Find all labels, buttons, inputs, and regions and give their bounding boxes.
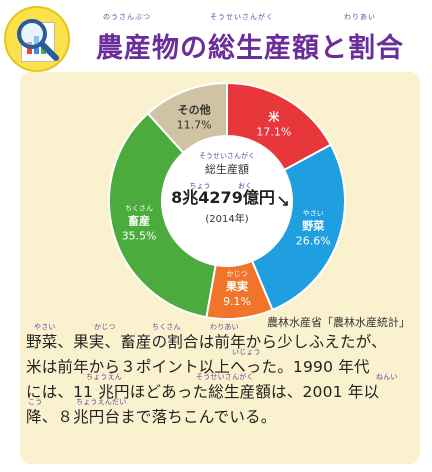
center-value-furigana-chou: ちょう — [190, 182, 211, 190]
center-total-value: 8兆4279億円 — [171, 188, 275, 207]
body-line-1: やさい かじつ ちくさん わりあい 野菜、果実、畜産の割合は前年から少しふえたが… — [26, 324, 424, 355]
header: のうさんぶつ そうせいさんがく わりあい 農産物の総生産額と割合 — [0, 0, 432, 72]
body-furigana-kou: こう — [28, 398, 43, 406]
slice-value-1: 26.6% — [296, 234, 331, 247]
body-paragraph: やさい かじつ ちくさん わりあい 野菜、果実、畜産の割合は前年から少しふえたが… — [26, 324, 424, 430]
slice-name-3: 畜産 — [128, 213, 150, 227]
slice-furigana-2: かじつ — [227, 270, 248, 278]
body-text-line-4: 降、８兆円台まで落ちこんでいる。 — [26, 408, 277, 426]
body-line-4: こう ちょうえんだい 降、８兆円台まで落ちこんでいる。 — [26, 399, 424, 430]
arrow-down-right-icon — [278, 196, 288, 206]
body-furigana-chouendai: ちょうえんだい — [76, 398, 127, 406]
magnifier-icon — [17, 19, 59, 61]
body-furigana-nen-i: ねんい — [376, 373, 398, 381]
center-year: (2014年) — [205, 212, 248, 225]
magnifier-chart-icon — [4, 6, 70, 72]
slice-furigana-1: やさい — [303, 209, 324, 217]
body-furigana-chouen: ちょうえん — [86, 373, 122, 381]
pie-slice-4 — [146, 81, 228, 155]
slice-name-1: 野菜 — [302, 218, 325, 232]
source-note: 農林水産省「農林水産統計」 — [267, 316, 410, 329]
slice-name-2: 果実 — [225, 279, 248, 293]
center-title: 総生産額 — [205, 162, 249, 176]
body-text-line-2: 米は前年から３ポイント以上へった。1990 年代 — [26, 358, 370, 376]
center-title-furigana: そうせいさんがく — [199, 151, 255, 160]
donut-hole — [162, 136, 292, 266]
body-furigana-kajitsu: かじつ — [94, 323, 116, 331]
slice-value-4: 11.7% — [177, 119, 212, 132]
body-text-line-3: には、11 兆円ほどあった総生産額は、2001 年以 — [26, 383, 380, 401]
slice-value-3: 35.5% — [122, 229, 157, 242]
slice-value-2: 9.1% — [223, 295, 251, 308]
body-line-3: ちょうえん そうせいさんがく ねんい には、11 兆円ほどあった総生産額は、20… — [26, 374, 424, 405]
slice-name-0: 米 — [267, 109, 280, 123]
slice-name-4: その他 — [178, 103, 211, 117]
body-text-line-1: 野菜、果実、畜産の割合は前年から少しふえたが、 — [26, 333, 387, 351]
body-line-2: いじょう 米は前年から３ポイント以上へった。1990 年代 — [26, 349, 424, 380]
title-furigana-wariai: わりあい — [344, 13, 376, 21]
slice-value-0: 17.1% — [256, 125, 291, 138]
body-furigana-wariai: わりあい — [210, 323, 239, 331]
center-value-furigana-oku: おく — [238, 182, 252, 190]
slice-furigana-3: ちくさん — [125, 204, 153, 212]
body-furigana-chikusan: ちくさん — [152, 323, 181, 331]
page-title: 農産物の総生産額と割合 — [96, 33, 404, 64]
title-furigana-souseisangaku: そうせいさんがく — [210, 13, 274, 21]
body-furigana-souseisangaku: そうせいさんがく — [196, 373, 254, 381]
body-furigana-yasai: やさい — [34, 323, 56, 331]
body-furigana-ijou: いじょう — [232, 348, 261, 356]
title-furigana-nousanbutsu: のうさんぶつ — [103, 13, 151, 21]
